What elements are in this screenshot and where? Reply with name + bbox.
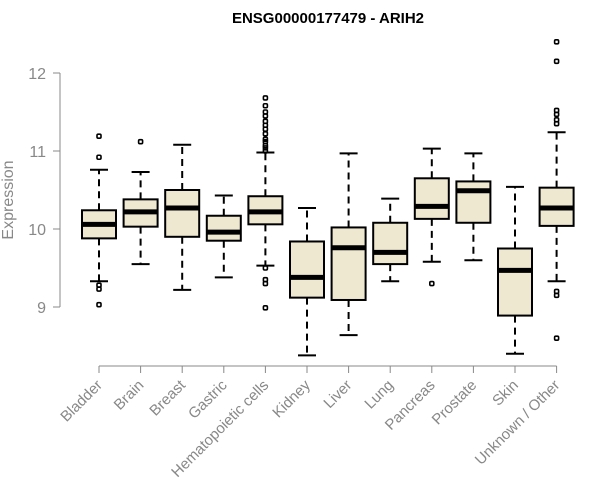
y-tick-label: 11 [29, 144, 46, 161]
x-tick-label: Liver [320, 377, 355, 412]
box [413, 177, 450, 220]
x-tick-label: Brain [111, 377, 148, 414]
box-group [330, 152, 367, 337]
outlier-point [553, 58, 560, 65]
outlier-point [96, 133, 102, 139]
outlier-point [262, 265, 269, 271]
outlier-point [553, 335, 560, 342]
y-tick-label: 12 [28, 66, 46, 83]
box [497, 247, 533, 317]
y-axis-label: Expression [0, 160, 17, 239]
box-group [205, 194, 242, 279]
box [455, 180, 492, 224]
outlier-point [96, 282, 102, 288]
box [372, 221, 409, 266]
box-group [289, 206, 325, 357]
outlier-point [262, 304, 269, 311]
chart-title: ENSG00000177479 - ARIH2 [232, 10, 424, 27]
y-axis: 9 10 11 12 [28, 66, 61, 317]
x-tick-label: Skin [489, 377, 522, 410]
outlier-point [262, 109, 269, 115]
outlier-point [428, 280, 435, 287]
outlier-point [262, 136, 269, 143]
outlier-point [553, 107, 560, 114]
x-tick-label: Breast [146, 376, 189, 419]
box-group [164, 143, 201, 291]
outlier-point [96, 301, 102, 308]
outlier-point [262, 118, 269, 125]
outlier-point [553, 288, 560, 295]
outlier-point [262, 131, 269, 137]
box-group [372, 197, 409, 283]
box-group [122, 138, 159, 266]
x-tick-label: Prostate [429, 377, 481, 429]
x-tick-label: Lung [361, 377, 397, 413]
outlier-point [96, 154, 102, 161]
box [205, 214, 242, 242]
box [289, 240, 325, 299]
outlier-point [262, 95, 269, 101]
box-group [455, 152, 492, 262]
box-group [413, 147, 450, 287]
box-group [81, 133, 117, 308]
box-group [497, 185, 533, 355]
box-group [247, 95, 284, 311]
outlier-point [553, 38, 560, 45]
box [330, 226, 367, 301]
outlier-point [553, 117, 560, 123]
box [164, 189, 201, 238]
outlier-point [262, 102, 269, 109]
y-tick-label: 10 [28, 222, 46, 239]
plot-area [81, 38, 575, 357]
box-group [538, 38, 575, 342]
y-tick-label: 9 [37, 300, 46, 317]
outlier-point [262, 276, 269, 283]
x-tick-label: Kidney [269, 376, 314, 421]
outlier-point [137, 138, 144, 145]
outlier-point [262, 148, 269, 154]
x-tick-label: Bladder [57, 377, 106, 426]
